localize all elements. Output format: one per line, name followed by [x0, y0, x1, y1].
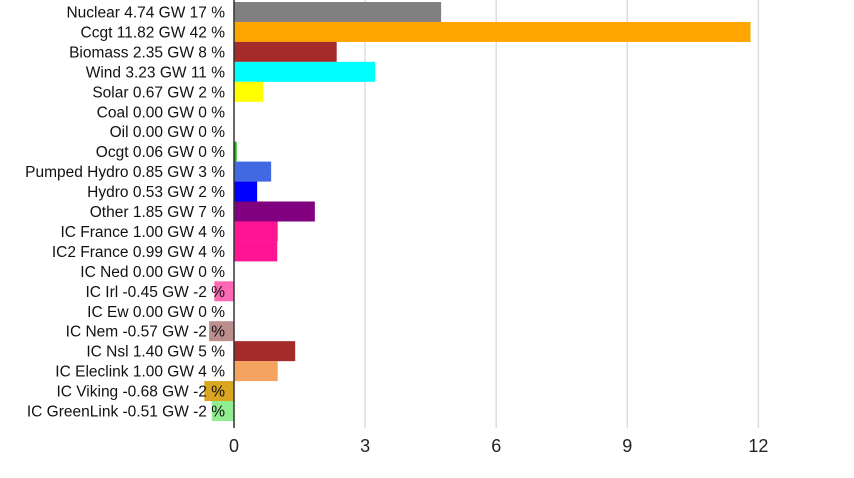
category-label: Wind 3.23 GW 11 %: [86, 64, 225, 81]
bar: [234, 21, 751, 42]
category-label: Nuclear 4.74 GW 17 %: [66, 5, 225, 22]
x-tick-label: 0: [229, 436, 239, 456]
bar: [214, 281, 234, 302]
bar: [234, 161, 272, 182]
bar: [234, 41, 337, 62]
category-label: Solar 0.67 GW 2 %: [92, 84, 225, 101]
bar: [234, 181, 258, 202]
bar: [234, 141, 237, 162]
bar: [211, 401, 234, 421]
bars: [204, 2, 751, 421]
category-label: Hydro 0.53 GW 2 %: [87, 184, 225, 201]
category-label: Biomass 2.35 GW 8 %: [69, 44, 225, 61]
category-labels: Nuclear 4.74 GW 17 % Ccgt 11.82 GW 42 % Bi…: [25, 5, 225, 421]
x-tick-label: 9: [622, 436, 632, 456]
category-label: IC2 France 0.99 GW 4 %: [52, 244, 225, 261]
category-label: Ocgt 0.06 GW 0 %: [96, 144, 225, 161]
category-label: IC Nsl 1.40 GW 5 %: [86, 344, 225, 361]
bar: [234, 201, 315, 222]
bar: [234, 2, 442, 22]
gridlines: [364, 0, 760, 428]
category-label: IC Ew 0.00 GW 0 %: [87, 304, 225, 321]
category-label: IC Nem -0.57 GW -2 %: [66, 324, 226, 341]
bar: [234, 81, 264, 102]
bar: [204, 381, 234, 402]
category-label: Coal 0.00 GW 0 %: [97, 104, 226, 121]
category-label: Other 1.85 GW 7 %: [90, 204, 225, 221]
bar: [234, 241, 278, 262]
x-axis-ticks: 0 3 6 9 12: [229, 436, 768, 456]
bar: [234, 341, 296, 362]
category-label: IC Ned 0.00 GW 0 %: [80, 264, 225, 281]
category-label: Pumped Hydro 0.85 GW 3 %: [25, 164, 225, 181]
bar: [234, 61, 376, 82]
x-tick-label: 3: [360, 436, 370, 456]
bar: [209, 321, 234, 342]
bar: [234, 221, 278, 242]
category-label: IC France 1.00 GW 4 %: [60, 224, 225, 241]
category-label: IC Irl -0.45 GW -2 %: [85, 284, 225, 301]
category-label: Oil 0.00 GW 0 %: [110, 124, 226, 141]
category-label: IC Eleclink 1.00 GW 4 %: [55, 364, 225, 381]
bar: [234, 361, 278, 382]
category-label: Ccgt 11.82 GW 42 %: [81, 24, 226, 41]
x-tick-label: 12: [748, 436, 768, 456]
category-label: IC Viking -0.68 GW -2 %: [56, 384, 225, 401]
category-label: IC GreenLink -0.51 GW -2 %: [27, 404, 225, 421]
x-tick-label: 6: [491, 436, 501, 456]
